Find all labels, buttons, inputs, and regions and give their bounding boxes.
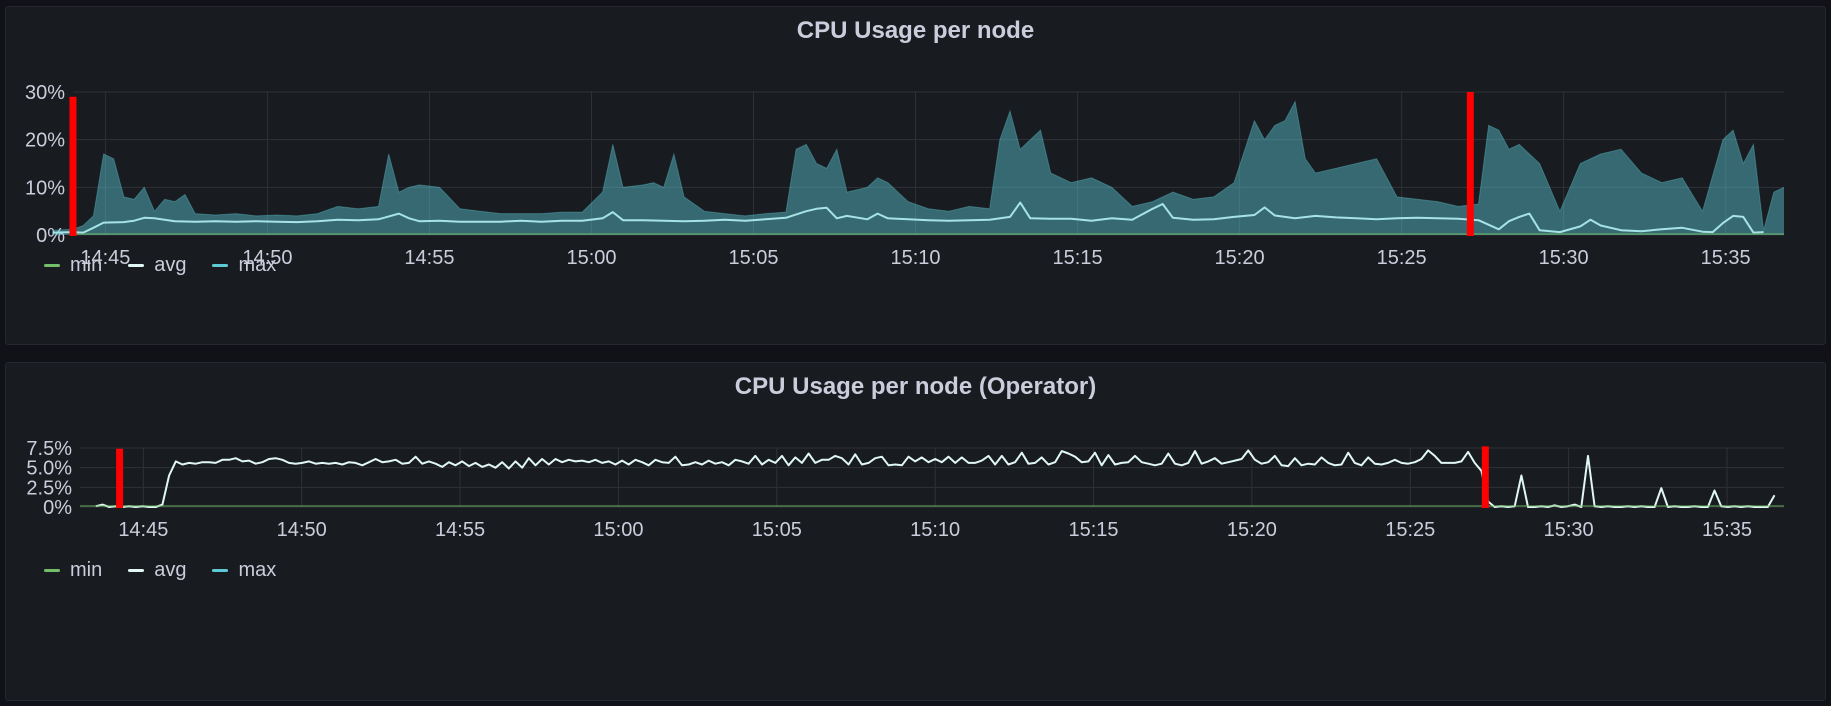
legend-swatch-min <box>44 569 60 572</box>
y-tick-label: 5.0% <box>26 458 72 480</box>
cpu-usage-operator-chart: 0%2.5%5.0%7.5% 14:45 14:50 14:55 15:00 15:05 1… <box>26 438 1784 541</box>
panel-title[interactable]: CPU Usage per node <box>796 17 1035 44</box>
cpu-usage-panel: CPU Usage per node 0% 10% 20% 30% 14:45 14:50… <box>5 6 1826 345</box>
cpu-usage-operator-panel: CPU Usage per node (Operator) 0% 2.5% 5.0%… <box>5 362 1826 701</box>
x-tick-label: 14:50 <box>277 519 327 541</box>
x-tick-label: 15:10 <box>910 519 960 541</box>
x-tick-label: 14:55 <box>435 519 485 541</box>
y-tick-label: 0% <box>36 225 65 247</box>
legend-item-max[interactable]: max <box>212 559 276 582</box>
cpu-usage-chart: 0% 10% 20% 30% 14:45 14:50 14:55 15:00 15:05 15:1… <box>25 82 1785 269</box>
legend-item-min[interactable]: min <box>44 254 102 277</box>
x-tick-label: 15:00 <box>593 519 643 541</box>
grid <box>80 447 1784 508</box>
y-tick-label: 10% <box>25 177 65 199</box>
x-tick-label: 15:25 <box>1385 519 1435 541</box>
series-avg-line <box>95 449 1776 508</box>
legend-label-min: min <box>70 559 103 581</box>
grid <box>73 91 1784 236</box>
legend-swatch-max <box>212 569 229 572</box>
legend-label-avg: avg <box>154 559 187 581</box>
legend-item-avg[interactable]: avg <box>128 254 186 277</box>
x-tick-label: 15:10 <box>891 247 941 269</box>
y-tick-label: 2.5% <box>26 477 72 499</box>
legend-item-avg[interactable]: avg <box>128 559 186 582</box>
x-tick-label: 15:30 <box>1539 247 1589 269</box>
y-tick-label: 7.5% <box>26 438 72 460</box>
x-tick-label: 15:20 <box>1227 519 1277 541</box>
x-tick-label: 15:20 <box>1215 247 1265 269</box>
legend-label-min: min <box>70 254 103 276</box>
panel-title[interactable]: CPU Usage per node (Operator) <box>734 373 1097 400</box>
x-tick-label: 15:30 <box>1544 519 1594 541</box>
series-max-line <box>52 99 1785 231</box>
x-tick-label: 15:05 <box>728 247 778 269</box>
legend-label-avg: avg <box>154 254 187 276</box>
legend-swatch-avg <box>128 569 145 572</box>
legend-swatch-avg <box>128 264 145 267</box>
x-tick-label: 14:50 <box>242 247 292 269</box>
x-tick-label: 15:15 <box>1053 247 1103 269</box>
legend-swatch-max <box>212 264 229 267</box>
legend: min avg max <box>44 254 276 277</box>
legend: min avg max <box>44 559 276 582</box>
y-tick-label: 30% <box>25 82 65 104</box>
x-tick-label: 15:00 <box>566 247 616 269</box>
legend-label-max: max <box>238 254 277 276</box>
x-tick-label: 14:55 <box>404 247 454 269</box>
legend-swatch-min <box>44 264 60 267</box>
legend-label-max: max <box>238 559 277 581</box>
x-tick-label: 14:45 <box>80 247 130 269</box>
y-tick-label: 20% <box>25 130 65 152</box>
y-tick-label: 0% <box>43 497 72 519</box>
legend-item-max[interactable]: max <box>212 254 276 277</box>
x-tick-label: 15:05 <box>752 519 802 541</box>
x-tick-label: 15:25 <box>1377 247 1427 269</box>
x-tick-label: 14:45 <box>118 519 168 541</box>
x-tick-label: 15:15 <box>1069 519 1119 541</box>
x-tick-label: 15:35 <box>1702 519 1752 541</box>
series-max-area <box>52 101 1785 235</box>
series-avg-line <box>52 201 1764 234</box>
legend-item-min[interactable]: min <box>44 559 102 582</box>
x-tick-label: 15:35 <box>1701 247 1751 269</box>
